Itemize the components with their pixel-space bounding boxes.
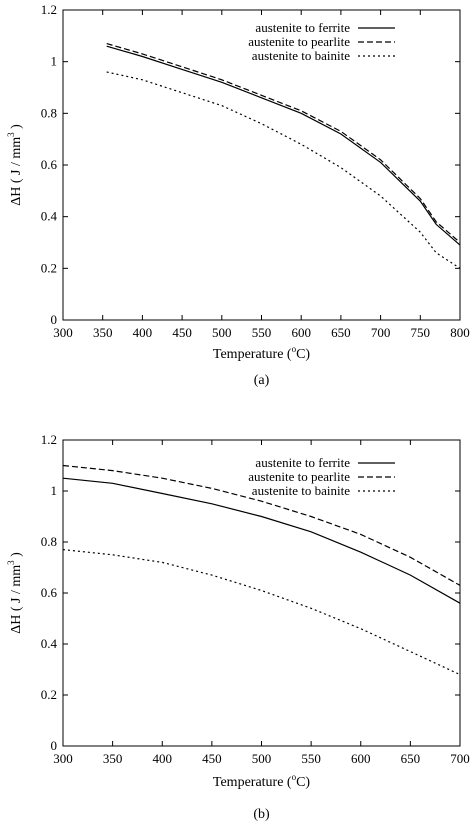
y-tick-label: 0.8: [41, 105, 57, 120]
chart-panel-a: 300 350 400 450 500 550 600 650 700 750 800 0 0.2 0.4…: [6, 2, 470, 388]
panel-caption: (b): [253, 807, 270, 822]
x-tick-label: 750: [411, 325, 431, 340]
y-tick-label: 0.6: [41, 157, 58, 172]
series-line-2: [62, 464, 461, 586]
x-tick-label: 500: [212, 325, 232, 340]
y-tick-label: 1: [51, 483, 58, 498]
x-tick-label: 600: [291, 325, 311, 340]
y-tick-label: 1: [51, 54, 58, 69]
x-tick-label: 400: [133, 325, 153, 340]
y-tick-label: 0.2: [41, 687, 57, 702]
x-tick-label: 650: [401, 751, 421, 766]
x-tick-label: 350: [93, 325, 113, 340]
legend-label: austenite to pearlite: [248, 34, 350, 49]
y-tick-label: 0: [51, 312, 58, 327]
x-tick-label: 600: [351, 751, 371, 766]
x-tick-label: 650: [331, 325, 351, 340]
y-tick-label: 0.2: [41, 260, 57, 275]
x-tick-label: 350: [103, 751, 123, 766]
panel-caption: (a): [254, 373, 270, 388]
chart-panel-b: 300 350 400 450 500 550 600 650 700 0 0.2 0.4 0.6 0.8…: [6, 432, 470, 822]
legend-label: austenite to pearlite: [248, 469, 350, 484]
series-line-1: [62, 477, 461, 604]
x-tick-label: 300: [53, 325, 73, 340]
y-tick-label: 0.4: [41, 636, 58, 651]
x-tick-label: 800: [450, 325, 470, 340]
y-tick-label: 0.6: [41, 585, 58, 600]
legend-label: austenite to bainite: [252, 48, 350, 63]
ticks: 300 350 400 450 500 550 600 650 700 750 800 0 0.2 0.4…: [41, 2, 470, 340]
x-axis-label: Temperature (oC): [213, 344, 311, 362]
legend-label: austenite to ferrite: [255, 20, 350, 35]
legend-label: austenite to bainite: [252, 483, 350, 498]
x-tick-label: 450: [202, 751, 222, 766]
series-lines: [62, 464, 461, 676]
y-tick-label: 0.8: [41, 534, 57, 549]
x-tick-label: 700: [371, 325, 391, 340]
x-tick-label: 500: [252, 751, 272, 766]
series-lines: [106, 43, 461, 269]
y-axis-label: ΔH ( J / mm3 ): [6, 552, 24, 634]
series-line-3: [62, 549, 461, 676]
series-line-2: [106, 43, 461, 243]
y-axis-label: ΔH ( J / mm3 ): [6, 124, 24, 206]
ticks: 300 350 400 450 500 550 600 650 700 0 0.2 0.4 0.6 0.8…: [41, 432, 470, 766]
x-tick-label: 300: [53, 751, 73, 766]
x-tick-label: 550: [252, 325, 272, 340]
legend-label: austenite to ferrite: [255, 455, 350, 470]
y-tick-label: 0.4: [41, 209, 58, 224]
y-tick-label: 1.2: [41, 2, 57, 17]
x-tick-label: 550: [301, 751, 321, 766]
y-tick-label: 1.2: [41, 432, 57, 447]
series-line-1: [106, 45, 461, 246]
x-tick-label: 700: [450, 751, 470, 766]
x-axis-label: Temperature (oC): [213, 772, 311, 790]
x-tick-label: 450: [172, 325, 192, 340]
y-tick-label: 0: [51, 738, 58, 753]
x-tick-label: 400: [153, 751, 173, 766]
series-line-3: [106, 71, 461, 269]
